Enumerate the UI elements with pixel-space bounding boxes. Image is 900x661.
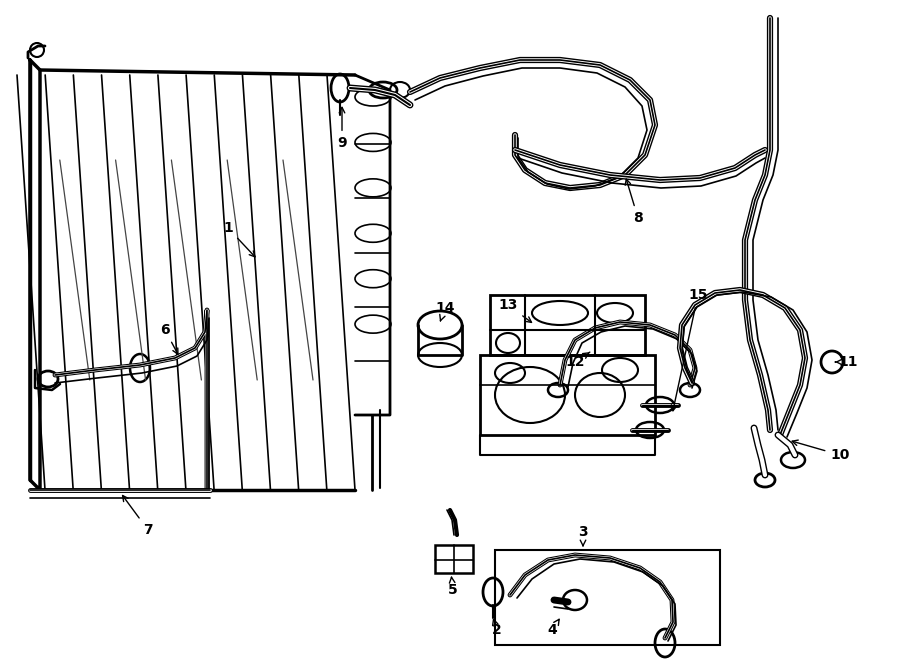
Text: 9: 9	[338, 107, 346, 150]
Text: 12: 12	[565, 352, 590, 369]
Text: 1: 1	[223, 221, 255, 257]
Text: 3: 3	[578, 525, 588, 546]
Text: 14: 14	[436, 301, 454, 321]
Text: 13: 13	[499, 298, 532, 323]
Text: 8: 8	[626, 179, 643, 225]
Text: 5: 5	[448, 577, 458, 597]
Bar	[435, 545, 473, 573]
Bar	[480, 355, 655, 435]
Text: 10: 10	[792, 440, 850, 462]
Text: 11: 11	[835, 355, 858, 369]
Text: 15: 15	[671, 288, 707, 410]
Text: 6: 6	[160, 323, 178, 354]
Bar	[495, 550, 720, 645]
Text: 7: 7	[122, 496, 153, 537]
Bar	[490, 295, 645, 355]
Text: 4: 4	[547, 619, 559, 637]
Text: 2: 2	[492, 619, 502, 637]
